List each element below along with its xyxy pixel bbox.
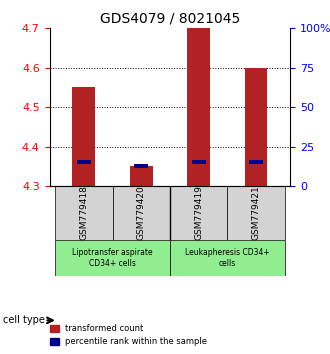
FancyBboxPatch shape (55, 240, 170, 276)
Text: GSM779419: GSM779419 (194, 185, 203, 240)
Bar (130, 166, 153, 186)
Legend: transformed count, percentile rank within the sample: transformed count, percentile rank withi… (47, 321, 211, 350)
Bar (73, 87, 95, 186)
Bar (249, 160, 263, 164)
Text: Lipotransfer aspirate
CD34+ cells: Lipotransfer aspirate CD34+ cells (72, 249, 153, 268)
Text: GSM779421: GSM779421 (251, 185, 260, 240)
FancyBboxPatch shape (55, 186, 113, 240)
FancyBboxPatch shape (170, 186, 227, 240)
Bar (134, 164, 148, 168)
Bar (187, 28, 210, 186)
Text: GSM779418: GSM779418 (80, 185, 88, 240)
FancyBboxPatch shape (170, 240, 285, 276)
FancyBboxPatch shape (113, 186, 170, 240)
Text: GSM779420: GSM779420 (137, 185, 146, 240)
Title: GDS4079 / 8021045: GDS4079 / 8021045 (100, 12, 240, 26)
Text: cell type: cell type (3, 315, 45, 325)
FancyBboxPatch shape (227, 186, 285, 240)
Bar (192, 160, 206, 164)
Bar (77, 160, 91, 164)
Text: Leukapheresis CD34+
cells: Leukapheresis CD34+ cells (185, 249, 270, 268)
Bar (245, 68, 267, 186)
